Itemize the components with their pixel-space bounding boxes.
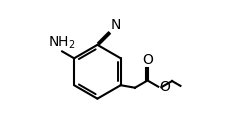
Text: O: O — [159, 80, 170, 94]
Text: N: N — [111, 18, 121, 32]
Text: NH$_2$: NH$_2$ — [48, 34, 76, 51]
Text: O: O — [142, 53, 153, 67]
